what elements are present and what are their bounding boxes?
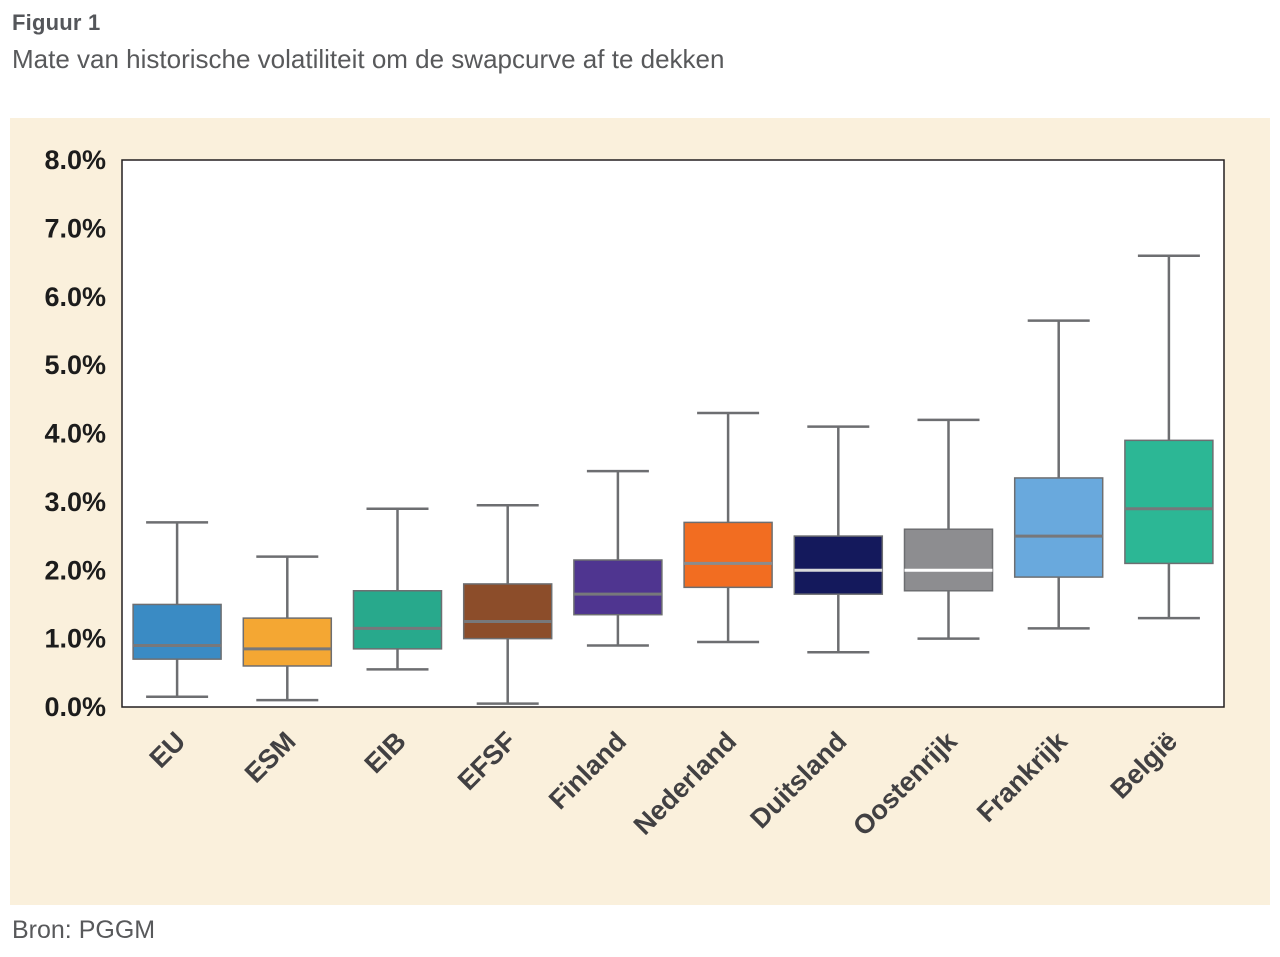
x-axis-category-label: Oostenrijk bbox=[847, 725, 963, 841]
box-frankrijk bbox=[1013, 477, 1104, 578]
box-belgië bbox=[1124, 439, 1214, 565]
x-axis-category-label: Nederland bbox=[628, 726, 743, 841]
boxplot-svg: 0.0% 1.0% 2.0% 3.0% 4.0% 5.0% 6.0% 7.0% 8.0% EU ES… bbox=[44, 145, 1225, 842]
box-efsf bbox=[462, 583, 553, 640]
x-axis-category-label: Duitsland bbox=[744, 726, 852, 834]
x-axis-category-label: EU bbox=[144, 726, 192, 774]
box-finland bbox=[573, 559, 663, 616]
figure-header: Figuur 1 Mate van historische volatilite… bbox=[12, 10, 724, 75]
box-esm bbox=[242, 617, 333, 667]
x-axis-category-label: België bbox=[1105, 726, 1184, 805]
y-axis-tick-label: 8.0% bbox=[44, 145, 106, 175]
y-axis-tick-label: 0.0% bbox=[44, 692, 106, 722]
box-nederland bbox=[683, 521, 773, 589]
x-axis-category-label: EFSF bbox=[452, 726, 522, 796]
figure-label: Figuur 1 bbox=[12, 10, 101, 35]
y-axis-tick-label: 4.0% bbox=[44, 419, 106, 449]
box-oostenrijk bbox=[903, 528, 994, 592]
figure-title: Mate van historische volatiliteit om de … bbox=[12, 44, 725, 74]
box-eu bbox=[132, 603, 222, 660]
chart-panel: 0.0% 1.0% 2.0% 3.0% 4.0% 5.0% 6.0% 7.0% 8.0% EU ES… bbox=[10, 118, 1270, 905]
x-axis-category-label: EIB bbox=[359, 726, 412, 779]
y-axis-tick-label: 7.0% bbox=[44, 213, 106, 243]
y-axis-tick-label: 2.0% bbox=[44, 555, 106, 585]
box-duitsland bbox=[793, 535, 884, 595]
y-axis-tick-label: 1.0% bbox=[44, 624, 106, 654]
box-eib bbox=[352, 590, 443, 650]
y-axis-tick-label: 6.0% bbox=[44, 282, 106, 312]
source-note: Bron: PGGM bbox=[12, 916, 156, 944]
y-axis-tick-label: 5.0% bbox=[44, 350, 106, 380]
plot-area bbox=[121, 159, 1225, 708]
y-axis-tick-label: 3.0% bbox=[44, 487, 106, 517]
x-axis-category-label: ESM bbox=[239, 726, 302, 789]
x-axis-category-label: Frankrijk bbox=[971, 725, 1074, 828]
x-axis-category-label: Finland bbox=[543, 726, 632, 815]
